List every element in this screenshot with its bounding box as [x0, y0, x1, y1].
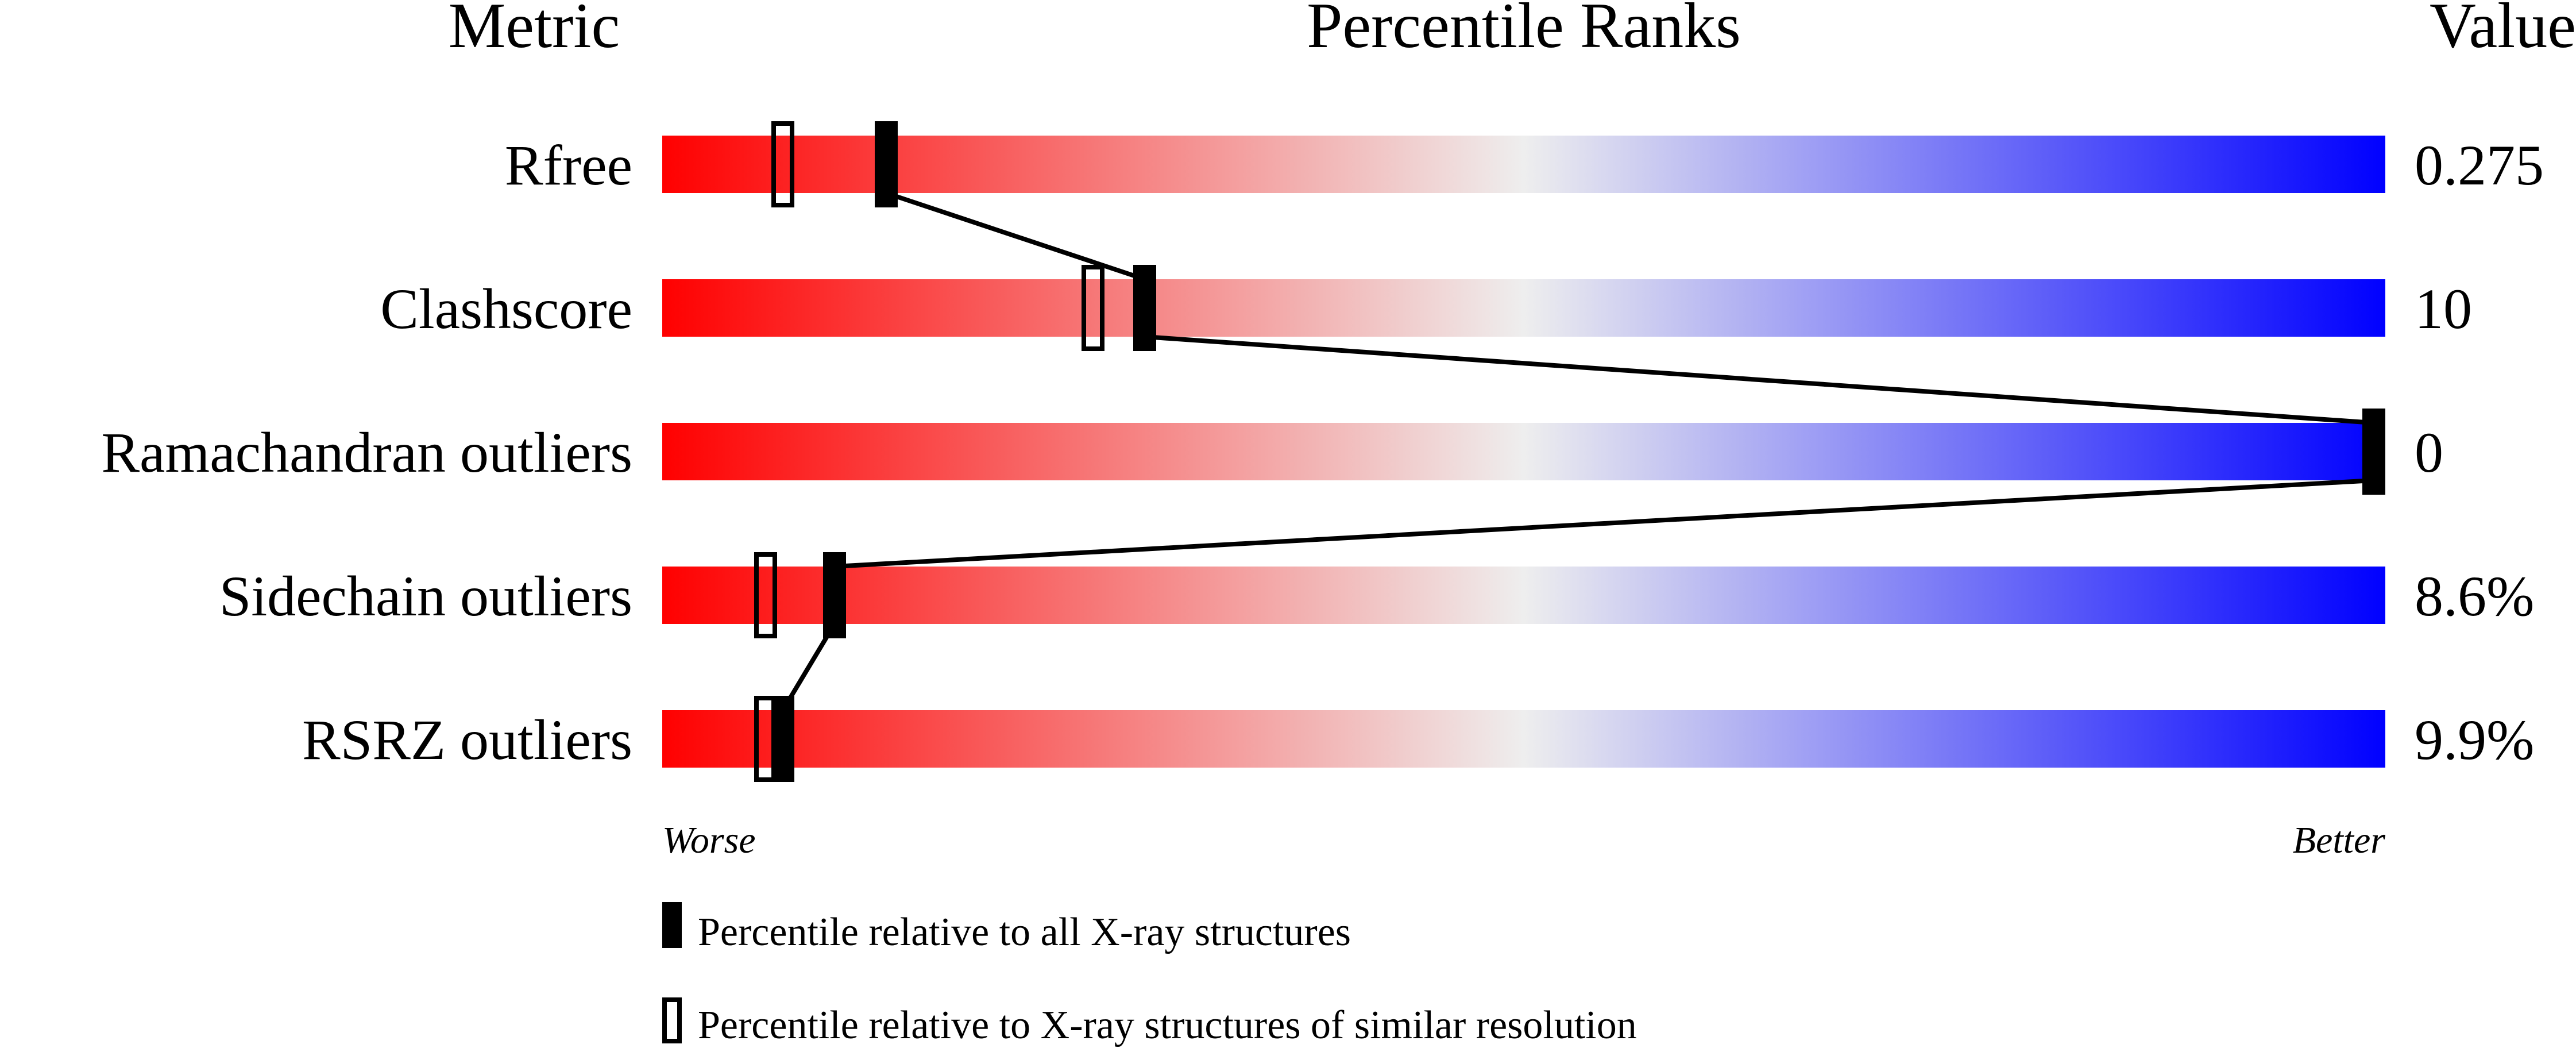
header-value: Value — [2430, 0, 2576, 61]
connector-line — [885, 191, 1146, 282]
legend-filled-marker — [662, 902, 682, 948]
metric-label: RSRZ outliers — [302, 708, 632, 772]
percentile-bar — [662, 567, 2385, 624]
metric-row: Sidechain outliers 8.6% — [219, 564, 2535, 628]
metric-label: Rfree — [505, 133, 632, 197]
legend-label-similar: Percentile relative to X-ray structures … — [698, 1003, 1637, 1047]
metric-row: Rfree 0.275 — [505, 133, 2544, 197]
metric-value: 9.9% — [2415, 708, 2534, 772]
connector-line — [834, 478, 2374, 569]
metric-value: 8.6% — [2415, 564, 2534, 628]
legend-label-all: Percentile relative to all X-ray structu… — [698, 910, 1351, 954]
better-label: Better — [2293, 819, 2386, 861]
worse-label: Worse — [662, 819, 756, 861]
metric-row: RSRZ outliers 9.9% — [302, 708, 2534, 772]
all-structures-marker — [875, 121, 898, 207]
metric-row: Ramachandran outliers 0 — [101, 421, 2443, 484]
metric-label: Clashscore — [380, 277, 632, 341]
metric-row: Clashscore 10 — [380, 277, 2472, 341]
metric-value: 0.275 — [2415, 133, 2544, 197]
all-structures-marker — [771, 696, 794, 782]
similar-resolution-marker — [1082, 265, 1104, 351]
percentile-bar — [662, 423, 2385, 480]
percentile-bar — [662, 710, 2385, 768]
metric-label: Ramachandran outliers — [101, 421, 632, 484]
metric-value: 10 — [2415, 277, 2472, 341]
percentile-bar — [662, 136, 2385, 193]
all-structures-marker — [2362, 409, 2385, 495]
percentile-bar — [662, 279, 2385, 337]
connector-line — [1144, 334, 2374, 425]
all-structures-marker — [823, 552, 846, 638]
similar-resolution-marker — [754, 552, 777, 638]
header-percentile-ranks: Percentile Ranks — [1307, 0, 1741, 61]
metric-value: 0 — [2415, 421, 2443, 484]
similar-resolution-marker — [771, 121, 794, 207]
header-metric: Metric — [449, 0, 620, 61]
metric-label: Sidechain outliers — [219, 564, 632, 628]
legend-open-marker — [662, 997, 682, 1043]
all-structures-marker — [1133, 265, 1156, 351]
